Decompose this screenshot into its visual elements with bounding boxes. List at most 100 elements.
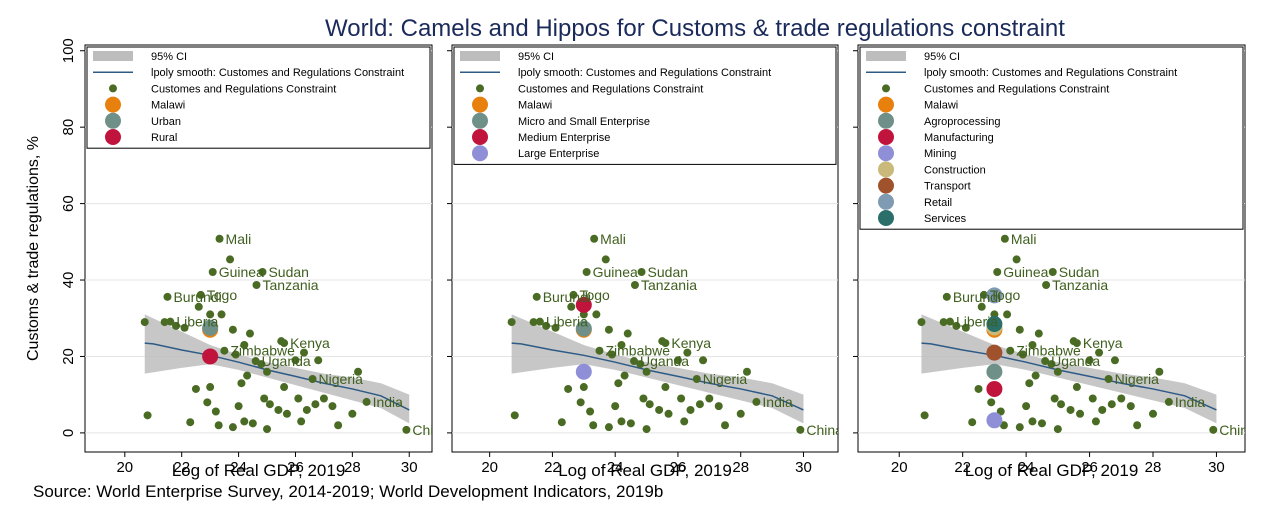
x-tick-label: 24 [1018,459,1035,476]
country-point [231,350,240,359]
country-point [535,317,544,326]
country-point [1050,394,1059,403]
x-axis-title: Log of Real GDP, 2019 [965,461,1139,480]
point-label: Liberia [956,314,998,330]
panel: 20 22 24 26 28 30 Log of Real GDP, 2019 Mali Gui… [447,44,839,480]
country-point [237,379,246,388]
legend-swatch [476,84,484,93]
point-label: China [412,422,449,438]
country-point [604,325,613,334]
legend-label: Urban [151,116,181,128]
country-point [590,234,599,243]
country-point [510,411,519,420]
country-point [1107,400,1116,409]
country-point [1126,402,1135,411]
country-point [180,323,189,332]
legend-label: 95% CI [151,51,187,63]
country-point [402,425,411,434]
group-point [986,412,1003,429]
point-label: Burundi [953,289,1001,305]
legend-label: Malawi [151,100,185,112]
legend-swatch [472,96,488,113]
country-point [1022,402,1031,411]
point-label: India [762,394,793,410]
country-point [1110,356,1119,365]
group-point [202,348,219,365]
legend-swatch [878,210,894,226]
legend-box [86,46,431,149]
country-point [999,421,1008,430]
x-tick-label: 28 [344,459,361,476]
x-tick-label: 26 [1081,459,1098,476]
legend-label: Customes and Regulations Constraint [518,83,703,95]
point-label: Tanzania [263,277,319,293]
legend-box [453,46,837,165]
country-point [328,402,337,411]
country-point [260,394,269,403]
country-point [611,402,620,411]
country-point [245,329,254,338]
country-point [1028,417,1037,426]
point-label: Zimbabwe [605,343,670,359]
country-point [1015,423,1024,432]
country-point [569,290,578,299]
country-point [1006,346,1015,355]
country-point [319,394,328,403]
country-point [617,417,626,426]
country-point [166,317,175,326]
legend-swatch [472,145,488,162]
country-point [1072,383,1081,392]
legend-swatch [882,84,890,93]
legend-label: Customes and Regulations Constraint [924,83,1109,95]
country-point [1047,360,1056,369]
legend-swatch [878,112,894,129]
legend-swatch [109,84,117,93]
y-tick-label: 80 [60,119,77,136]
country-point [592,310,601,319]
country-point [1155,367,1164,376]
country-point [952,321,961,330]
country-point [1057,400,1066,409]
x-tick-label: 20 [481,459,498,476]
point-label: Kenya [290,335,330,351]
country-point [214,421,223,430]
country-point [302,405,311,414]
country-point [630,357,639,366]
country-point [604,423,613,432]
country-point [626,419,635,428]
country-point [211,407,220,416]
point-label: Togo [207,287,238,303]
group-point [202,319,219,336]
country-point [163,292,172,301]
country-point [172,321,181,330]
ci-band [921,314,1217,424]
legend: 95% CI lpoly smooth: Customes and Regulat… [453,46,837,165]
country-point [240,417,249,426]
group-point [986,380,1003,397]
point-label: Nigeria [319,371,364,387]
country-point [752,397,761,406]
country-point [917,318,926,327]
country-point [234,402,243,411]
country-point [673,356,682,365]
ci-band [511,314,804,424]
country-point [1041,357,1050,366]
point-label: Uganda [640,353,689,369]
country-point [1149,409,1158,418]
country-point [945,317,954,326]
point-label: Togo [990,287,1021,303]
legend-box [859,46,1244,230]
legend: 95% CI lpoly smooth: Customes and Regulat… [86,46,431,149]
country-point [664,409,673,418]
legend-swatch [93,51,133,61]
country-point [742,367,751,376]
point-label: Nigeria [1115,371,1160,387]
country-point [714,402,723,411]
country-point [1209,425,1218,434]
country-point [1091,417,1100,426]
country-point [1048,268,1057,277]
country-point [215,234,224,243]
y-tick-label: 40 [60,272,77,289]
